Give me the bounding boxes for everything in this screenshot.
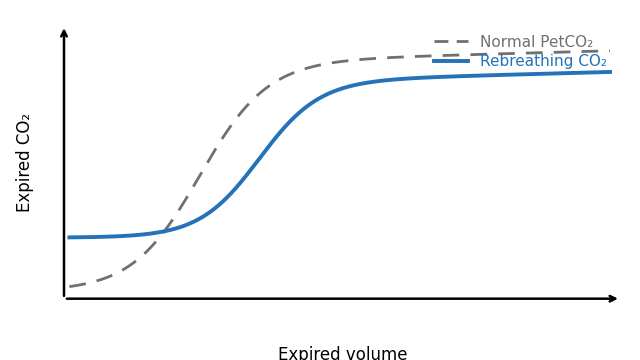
- Legend: Normal PetCO₂, Rebreathing CO₂: Normal PetCO₂, Rebreathing CO₂: [428, 28, 613, 75]
- Text: Expired CO₂: Expired CO₂: [16, 112, 34, 212]
- Text: Expired volume: Expired volume: [278, 346, 407, 360]
